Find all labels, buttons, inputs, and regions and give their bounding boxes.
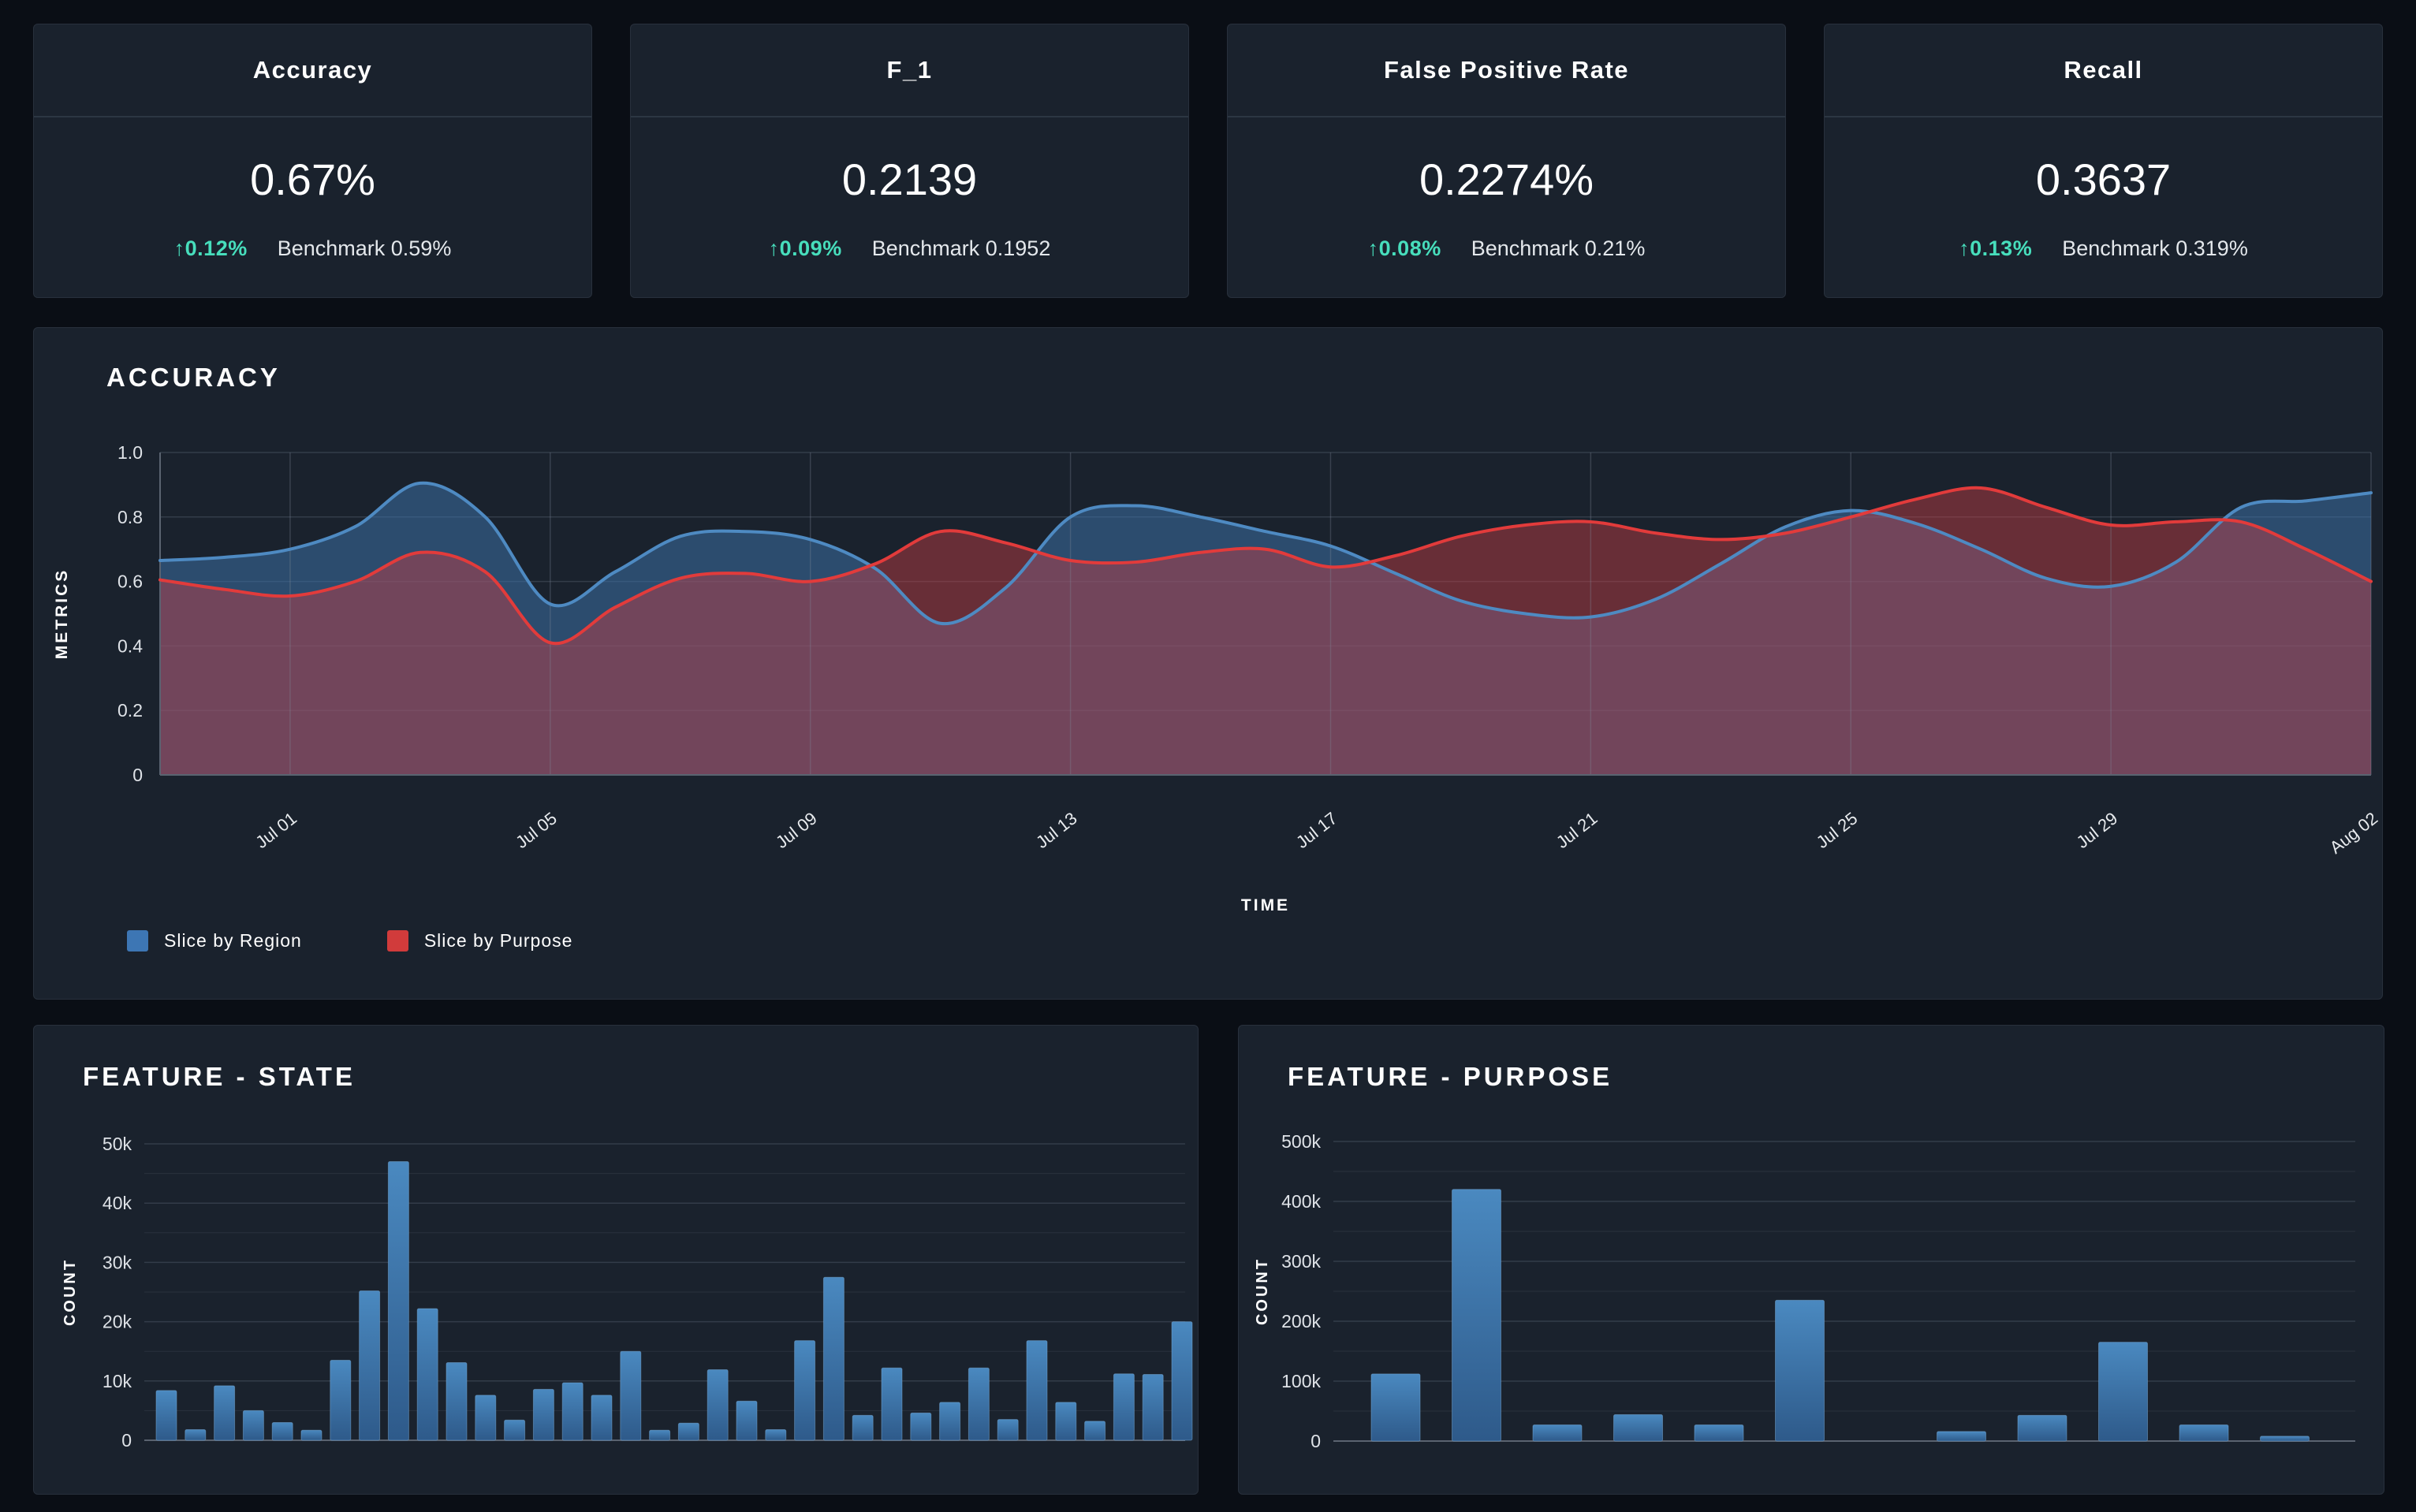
metric-card-body: 0.67% ↑0.12% Benchmark 0.59% <box>34 117 591 297</box>
metric-card-title: F_1 <box>886 56 933 84</box>
metric-delta-up: ↑0.09% <box>768 236 842 260</box>
metric-card-body: 0.2274% ↑0.08% Benchmark 0.21% <box>1228 117 1785 297</box>
metric-value: 0.3637 <box>2035 155 2172 204</box>
svg-text:0: 0 <box>132 765 143 785</box>
svg-text:Jul 21: Jul 21 <box>1553 808 1601 852</box>
metric-value: 0.2139 <box>841 155 978 204</box>
legend-item-slice-by-region[interactable]: Slice by Region <box>127 930 302 952</box>
svg-text:50k: 50k <box>103 1134 132 1154</box>
svg-text:0.2: 0.2 <box>117 700 143 721</box>
svg-text:30k: 30k <box>103 1252 132 1272</box>
svg-text:0.6: 0.6 <box>117 572 143 592</box>
metric-card-title: Recall <box>2064 56 2143 84</box>
metric-card-title: False Positive Rate <box>1383 56 1630 84</box>
legend-swatch-region <box>127 930 148 952</box>
metric-delta-row: ↑0.09% Benchmark 0.1952 <box>769 236 1051 261</box>
svg-text:Jul 09: Jul 09 <box>772 808 821 852</box>
svg-text:1.0: 1.0 <box>117 442 143 463</box>
feature-state-chart-canvas[interactable]: 0 10k 20k 30k 40k 50k COUNT <box>34 1026 1198 1494</box>
svg-text:Jul 01: Jul 01 <box>252 808 300 852</box>
svg-text:COUNT: COUNT <box>1254 1257 1271 1325</box>
metric-benchmark: Benchmark 0.319% <box>2062 236 2248 260</box>
svg-text:Jul 25: Jul 25 <box>1813 808 1862 852</box>
svg-text:200k: 200k <box>1281 1311 1321 1331</box>
legend-item-slice-by-purpose[interactable]: Slice by Purpose <box>386 930 573 952</box>
feature-purpose-chart-panel: FEATURE - PURPOSE 0 100k 200k 300k 400k 500k C… <box>1238 1025 2384 1495</box>
accuracy-chart-legend: Slice by Region Slice by Purpose <box>127 930 572 952</box>
metric-card-header: F_1 <box>631 24 1188 117</box>
feature-purpose-chart-title: FEATURE - PURPOSE <box>1288 1062 1613 1091</box>
legend-swatch-purpose <box>386 930 408 952</box>
metric-delta-up: ↑0.08% <box>1367 236 1441 260</box>
metric-delta-up: ↑0.12% <box>173 236 248 260</box>
svg-text:100k: 100k <box>1281 1371 1321 1391</box>
feature-state-chart-title: FEATURE - STATE <box>83 1062 356 1091</box>
svg-text:Jul 17: Jul 17 <box>1292 808 1341 852</box>
feature-purpose-chart-canvas[interactable]: 0 100k 200k 300k 400k 500k COUNT <box>1239 1026 2384 1494</box>
svg-text:METRICS: METRICS <box>53 568 71 660</box>
svg-text:40k: 40k <box>103 1193 132 1213</box>
svg-text:Jul 29: Jul 29 <box>2073 808 2122 852</box>
svg-text:Jul 05: Jul 05 <box>512 808 561 852</box>
metric-delta-row: ↑0.12% Benchmark 0.59% <box>174 236 452 261</box>
metric-card-body: 0.2139 ↑0.09% Benchmark 0.1952 <box>631 117 1188 297</box>
svg-text:Jul 13: Jul 13 <box>1032 808 1081 852</box>
legend-label-region: Slice by Region <box>164 930 302 951</box>
accuracy-chart-panel: ACCURACY 0 0.2 0.4 0.6 0.8 1.0 Jul 01 Jul 05 Jul… <box>33 327 2383 1000</box>
metric-card-header: Recall <box>1825 24 2382 117</box>
metric-card-recall: Recall 0.3637 ↑0.13% Benchmark 0.319% <box>1824 24 2383 298</box>
svg-text:20k: 20k <box>103 1312 132 1332</box>
metric-benchmark: Benchmark 0.59% <box>277 236 452 260</box>
metric-value: 0.67% <box>250 155 375 204</box>
metric-card-f1: F_1 0.2139 ↑0.09% Benchmark 0.1952 <box>630 24 1189 298</box>
metric-card-title: Accuracy <box>252 56 373 84</box>
feature-state-chart-panel: FEATURE - STATE 0 10k 20k 30k 40k 50k COUNT <box>33 1025 1199 1495</box>
accuracy-chart-title: ACCURACY <box>106 363 281 392</box>
svg-text:TIME: TIME <box>1241 896 1290 914</box>
svg-text:0.8: 0.8 <box>117 507 143 527</box>
svg-text:Aug 02: Aug 02 <box>2326 808 2381 858</box>
svg-text:10k: 10k <box>103 1371 132 1391</box>
legend-label-purpose: Slice by Purpose <box>423 930 573 951</box>
svg-text:0.4: 0.4 <box>117 635 143 656</box>
metric-benchmark: Benchmark 0.1952 <box>871 236 1051 260</box>
metric-card-body: 0.3637 ↑0.13% Benchmark 0.319% <box>1825 117 2382 297</box>
accuracy-chart-canvas[interactable]: 0 0.2 0.4 0.6 0.8 1.0 Jul 01 Jul 05 Jul 09 Jul 13… <box>34 328 2382 999</box>
metric-value: 0.2274% <box>1419 155 1594 204</box>
metric-card-accuracy: Accuracy 0.67% ↑0.12% Benchmark 0.59% <box>33 24 592 298</box>
svg-text:500k: 500k <box>1281 1131 1321 1152</box>
svg-text:COUNT: COUNT <box>62 1258 79 1326</box>
svg-text:0: 0 <box>121 1430 132 1451</box>
metric-delta-row: ↑0.08% Benchmark 0.21% <box>1368 236 1646 261</box>
metric-card-header: False Positive Rate <box>1228 24 1785 117</box>
metric-benchmark: Benchmark 0.21% <box>1471 236 1646 260</box>
metric-card-row: Accuracy 0.67% ↑0.12% Benchmark 0.59% F_… <box>33 24 2383 298</box>
svg-text:400k: 400k <box>1281 1191 1321 1212</box>
svg-text:300k: 300k <box>1281 1251 1321 1272</box>
svg-text:0: 0 <box>1311 1431 1321 1451</box>
metric-delta-up: ↑0.13% <box>1959 236 2033 260</box>
metric-card-false-positive-rate: False Positive Rate 0.2274% ↑0.08% Bench… <box>1227 24 1786 298</box>
metric-card-header: Accuracy <box>34 24 591 117</box>
metric-delta-row: ↑0.13% Benchmark 0.319% <box>1959 236 2248 261</box>
